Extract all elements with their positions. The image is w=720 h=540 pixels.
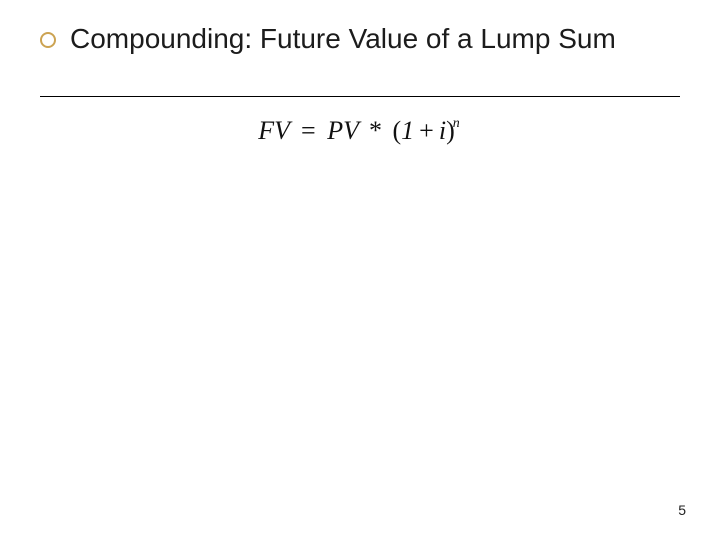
title-row: Compounding: Future Value of a Lump Sum	[40, 22, 680, 56]
left-paren: (	[393, 116, 402, 145]
bullet-icon	[40, 32, 56, 48]
slide: Compounding: Future Value of a Lump Sum …	[0, 0, 720, 540]
title-underline	[40, 96, 680, 97]
page-title: Compounding: Future Value of a Lump Sum	[70, 22, 626, 56]
formula-one: 1	[401, 116, 414, 145]
formula-i: i	[439, 116, 446, 145]
formula: FV = PV * (1+i)n	[0, 116, 720, 146]
plus-sign: +	[414, 116, 439, 145]
multiply-sign: *	[365, 116, 386, 145]
formula-exponent: n	[453, 116, 460, 131]
equals-sign: =	[296, 116, 321, 145]
page-number: 5	[678, 502, 686, 518]
formula-lhs: FV	[258, 116, 289, 145]
formula-pv: PV	[327, 116, 358, 145]
